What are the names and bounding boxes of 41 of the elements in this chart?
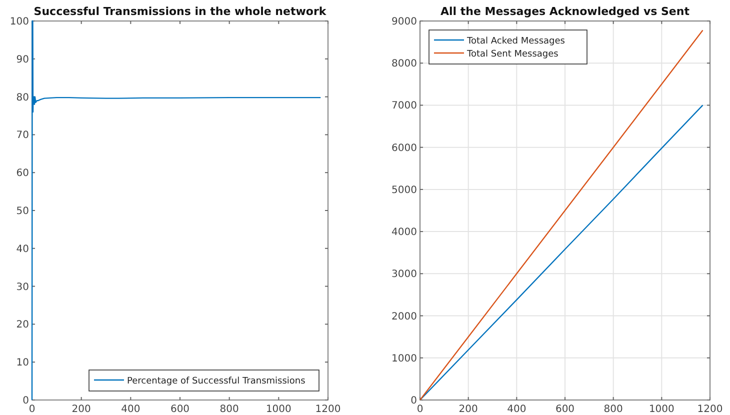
x-tick-label: 600 <box>555 404 575 415</box>
x-tick-label: 400 <box>507 404 526 415</box>
y-tick-label: 40 <box>16 244 29 255</box>
y-tick-label: 8000 <box>392 58 417 70</box>
x-tick-label: 1200 <box>697 404 723 415</box>
y-tick-label: 1000 <box>392 353 417 364</box>
y-tick-label: 0 <box>22 396 29 406</box>
y-tick-label: 7000 <box>392 100 417 112</box>
y-tick-label: 6000 <box>392 142 417 154</box>
legend-label: Total Acked Messages <box>466 36 566 46</box>
chart-title: All the Messages Acknowledged vs Sent <box>440 5 690 18</box>
y-tick-label: 30 <box>16 282 29 293</box>
x-tick-label: 1200 <box>315 404 341 415</box>
x-tick-label: 800 <box>220 404 239 415</box>
y-tick-label: 3000 <box>392 269 417 280</box>
y-tick-label: 50 <box>16 206 29 217</box>
x-tick-label: 200 <box>72 404 91 415</box>
x-tick-label: 1000 <box>648 404 674 415</box>
y-tick-label: 20 <box>16 320 29 331</box>
y-tick-label: 2000 <box>392 311 417 322</box>
legend-label: Percentage of Successful Transmissions <box>127 376 306 386</box>
line-series <box>419 30 704 401</box>
y-tick-label: 60 <box>16 168 29 180</box>
x-tick-label: 200 <box>458 404 478 415</box>
y-tick-label: 100 <box>10 16 29 28</box>
y-tick-label: 90 <box>16 54 29 66</box>
x-tick-label: 800 <box>604 404 623 415</box>
y-tick-label: 5000 <box>392 184 417 196</box>
y-tick-label: 0 <box>410 396 417 406</box>
line-series <box>31 20 322 401</box>
x-tick-label: 600 <box>170 404 190 415</box>
x-tick-label: 1000 <box>266 404 292 415</box>
y-tick-label: 70 <box>16 130 29 142</box>
y-tick-label: 10 <box>16 358 29 369</box>
chart-title: Successful Transmissions in the whole network <box>34 5 327 18</box>
y-tick-label: 9000 <box>392 16 417 28</box>
line-series <box>419 104 704 401</box>
y-tick-label: 80 <box>16 92 29 104</box>
y-tick-label: 4000 <box>392 227 417 238</box>
legend-label: Total Sent Messages <box>466 50 559 60</box>
x-tick-label: 400 <box>121 404 140 415</box>
